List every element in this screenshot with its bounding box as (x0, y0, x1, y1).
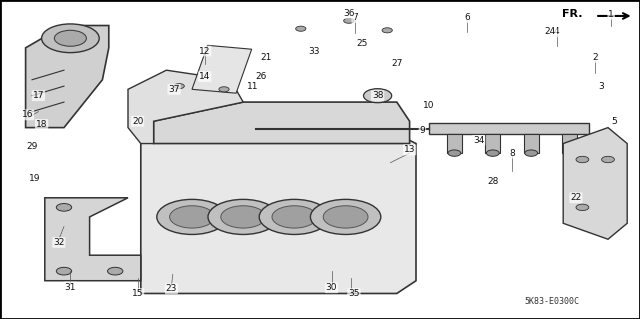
Text: 22: 22 (570, 193, 582, 202)
Circle shape (174, 84, 184, 89)
Text: 8: 8 (509, 149, 515, 158)
Circle shape (170, 206, 214, 228)
Circle shape (576, 204, 589, 211)
Text: 20: 20 (132, 117, 143, 126)
Circle shape (602, 156, 614, 163)
Text: 6: 6 (465, 13, 470, 22)
Circle shape (323, 206, 368, 228)
Text: 15: 15 (132, 289, 143, 298)
Bar (447, 134, 462, 153)
Text: 24: 24 (545, 27, 556, 36)
Text: 28: 28 (487, 177, 499, 186)
Circle shape (219, 87, 229, 92)
Text: 25: 25 (356, 39, 367, 48)
Circle shape (108, 267, 123, 275)
Bar (192, 45, 252, 93)
Text: 5K83-E0300C: 5K83-E0300C (525, 297, 580, 306)
Circle shape (364, 89, 392, 103)
Circle shape (310, 199, 381, 234)
Text: 3: 3 (599, 82, 604, 91)
Circle shape (486, 150, 499, 156)
Text: 36: 36 (343, 9, 355, 18)
Text: 4: 4 (554, 27, 559, 36)
Text: 16: 16 (22, 110, 33, 119)
Text: 7: 7 (353, 13, 358, 22)
Circle shape (448, 150, 461, 156)
Circle shape (157, 199, 227, 234)
Text: 14: 14 (199, 72, 211, 81)
Circle shape (221, 206, 266, 228)
Text: 31: 31 (65, 283, 76, 292)
Circle shape (54, 30, 86, 46)
Bar (485, 134, 500, 153)
Circle shape (208, 199, 278, 234)
Text: 5: 5 (612, 117, 617, 126)
Text: 27: 27 (391, 59, 403, 68)
Text: 18: 18 (36, 120, 47, 129)
Circle shape (259, 199, 330, 234)
Bar (562, 134, 577, 153)
Circle shape (56, 204, 72, 211)
Text: 17: 17 (33, 91, 44, 100)
Text: 29: 29 (26, 142, 38, 151)
Text: 11: 11 (247, 82, 259, 91)
Circle shape (576, 156, 589, 163)
Text: 2: 2 (593, 53, 598, 62)
Text: 21: 21 (260, 53, 271, 62)
Text: 38: 38 (372, 91, 383, 100)
Text: 34: 34 (473, 136, 484, 145)
Circle shape (296, 26, 306, 31)
Text: 1: 1 (609, 10, 614, 19)
Polygon shape (26, 26, 109, 128)
Bar (429, 123, 589, 134)
Text: 35: 35 (348, 289, 360, 298)
Circle shape (382, 28, 392, 33)
Circle shape (525, 150, 538, 156)
Text: 9: 9 (420, 126, 425, 135)
Polygon shape (45, 198, 141, 281)
Circle shape (344, 18, 354, 23)
Text: 33: 33 (308, 47, 319, 56)
Text: 12: 12 (199, 47, 211, 56)
Polygon shape (563, 128, 627, 239)
Polygon shape (154, 102, 410, 144)
Circle shape (563, 150, 576, 156)
Text: 37: 37 (168, 85, 180, 94)
Bar (524, 134, 539, 153)
Polygon shape (141, 128, 416, 293)
Polygon shape (128, 70, 243, 144)
Circle shape (42, 24, 99, 53)
Text: 13: 13 (404, 145, 415, 154)
Text: 30: 30 (326, 283, 337, 292)
Text: 32: 32 (53, 238, 65, 247)
Text: 10: 10 (423, 101, 435, 110)
Text: 19: 19 (29, 174, 41, 183)
Text: 26: 26 (255, 72, 267, 81)
Text: FR.: FR. (562, 9, 582, 19)
Text: 23: 23 (166, 284, 177, 293)
Circle shape (272, 206, 317, 228)
Circle shape (56, 267, 72, 275)
